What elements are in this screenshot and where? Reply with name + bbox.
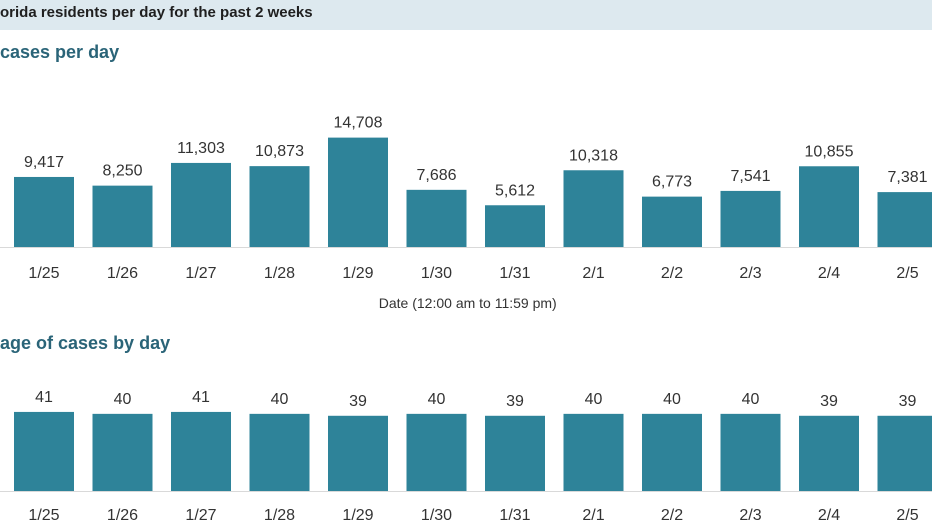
age-bar (720, 413, 781, 491)
age-bar (92, 413, 153, 491)
age-bar (406, 413, 467, 491)
cases-bar (485, 205, 545, 247)
age-tick-label: 2/4 (818, 507, 840, 524)
age-bar (249, 413, 310, 491)
age-tick-label: 1/28 (264, 507, 295, 524)
age-value-label: 39 (349, 393, 367, 410)
cases-bar (14, 176, 74, 247)
cases-bar (877, 192, 932, 247)
cases-tick-label: 2/3 (739, 265, 761, 282)
age-value-label: 39 (506, 393, 524, 410)
cases-tick-label: 1/26 (107, 265, 138, 282)
cases-value-label: 9,417 (24, 154, 64, 171)
cases-value-label: 5,612 (495, 182, 535, 199)
cases-tick-label: 1/31 (499, 265, 530, 282)
cases-tick-label: 2/4 (818, 265, 840, 282)
cases-bar (171, 162, 231, 247)
cases-bar (642, 196, 702, 247)
cases-value-label: 7,541 (730, 168, 770, 185)
cases-value-label: 10,318 (569, 147, 618, 164)
cases-value-label: 10,855 (805, 143, 854, 160)
cases-value-label: 14,708 (334, 115, 383, 132)
age-tick-label: 1/31 (499, 507, 530, 524)
cases-bar (249, 166, 310, 247)
cases-chart-title: cases per day (0, 42, 120, 62)
age-value-label: 40 (742, 391, 760, 408)
cases-per-day-chart: 9,417 1/25 8,250 1/26 11,303 1/27 10,873 1/28 14… (0, 115, 932, 311)
age-value-label: 40 (114, 391, 132, 408)
age-tick-label: 2/2 (661, 507, 683, 524)
age-bar (485, 415, 545, 491)
cases-bar (328, 137, 388, 247)
cases-value-label: 6,773 (652, 174, 692, 191)
age-value-label: 40 (428, 391, 446, 408)
cases-tick-label: 1/30 (421, 265, 452, 282)
cases-tick-label: 1/25 (28, 265, 59, 282)
age-bar (171, 411, 231, 491)
cases-bar (720, 190, 781, 247)
cases-value-label: 11,303 (177, 140, 225, 157)
cases-tick-label: 2/2 (661, 265, 683, 282)
age-tick-label: 1/30 (421, 507, 452, 524)
age-value-label: 40 (585, 391, 603, 408)
age-bar (877, 415, 932, 491)
header-band: orida residents per day for the past 2 w… (0, 0, 932, 30)
cases-bar (406, 189, 467, 247)
age-bar (563, 413, 624, 491)
cases-value-label: 7,381 (887, 169, 927, 186)
age-bar (642, 413, 702, 491)
age-value-label: 41 (35, 389, 53, 406)
age-tick-label: 2/5 (896, 507, 918, 524)
header-title: orida residents per day for the past 2 w… (0, 4, 313, 21)
cases-tick-label: 2/1 (582, 265, 604, 282)
age-tick-label: 2/3 (739, 507, 761, 524)
cases-value-label: 8,250 (102, 163, 142, 180)
cases-x-axis-label: Date (12:00 am to 11:59 pm) (379, 295, 557, 311)
cases-tick-label: 1/28 (264, 265, 295, 282)
age-bar (14, 411, 74, 491)
age-value-label: 40 (271, 391, 289, 408)
age-bar (328, 415, 388, 491)
cases-tick-label: 1/27 (185, 265, 216, 282)
age-tick-label: 1/25 (28, 507, 59, 524)
cases-bar (92, 185, 153, 247)
cases-tick-label: 1/29 (342, 265, 373, 282)
age-chart-title: age of cases by day (0, 333, 171, 353)
age-tick-label: 1/27 (185, 507, 216, 524)
age-value-label: 41 (192, 389, 210, 406)
age-tick-label: 1/26 (107, 507, 138, 524)
cases-value-label: 10,873 (255, 143, 304, 160)
cases-value-label: 7,686 (416, 167, 456, 184)
cases-bar (799, 166, 859, 247)
age-of-cases-chart: 41 1/25 40 1/26 41 1/27 40 1/28 39 1/29 40 1/30 39 1/… (0, 389, 932, 524)
age-value-label: 39 (899, 393, 917, 410)
age-value-label: 39 (820, 393, 838, 410)
age-value-label: 40 (663, 391, 681, 408)
age-bar (799, 415, 859, 491)
cases-bar (563, 170, 624, 247)
age-tick-label: 2/1 (582, 507, 604, 524)
age-tick-label: 1/29 (342, 507, 373, 524)
cases-tick-label: 2/5 (896, 265, 918, 282)
